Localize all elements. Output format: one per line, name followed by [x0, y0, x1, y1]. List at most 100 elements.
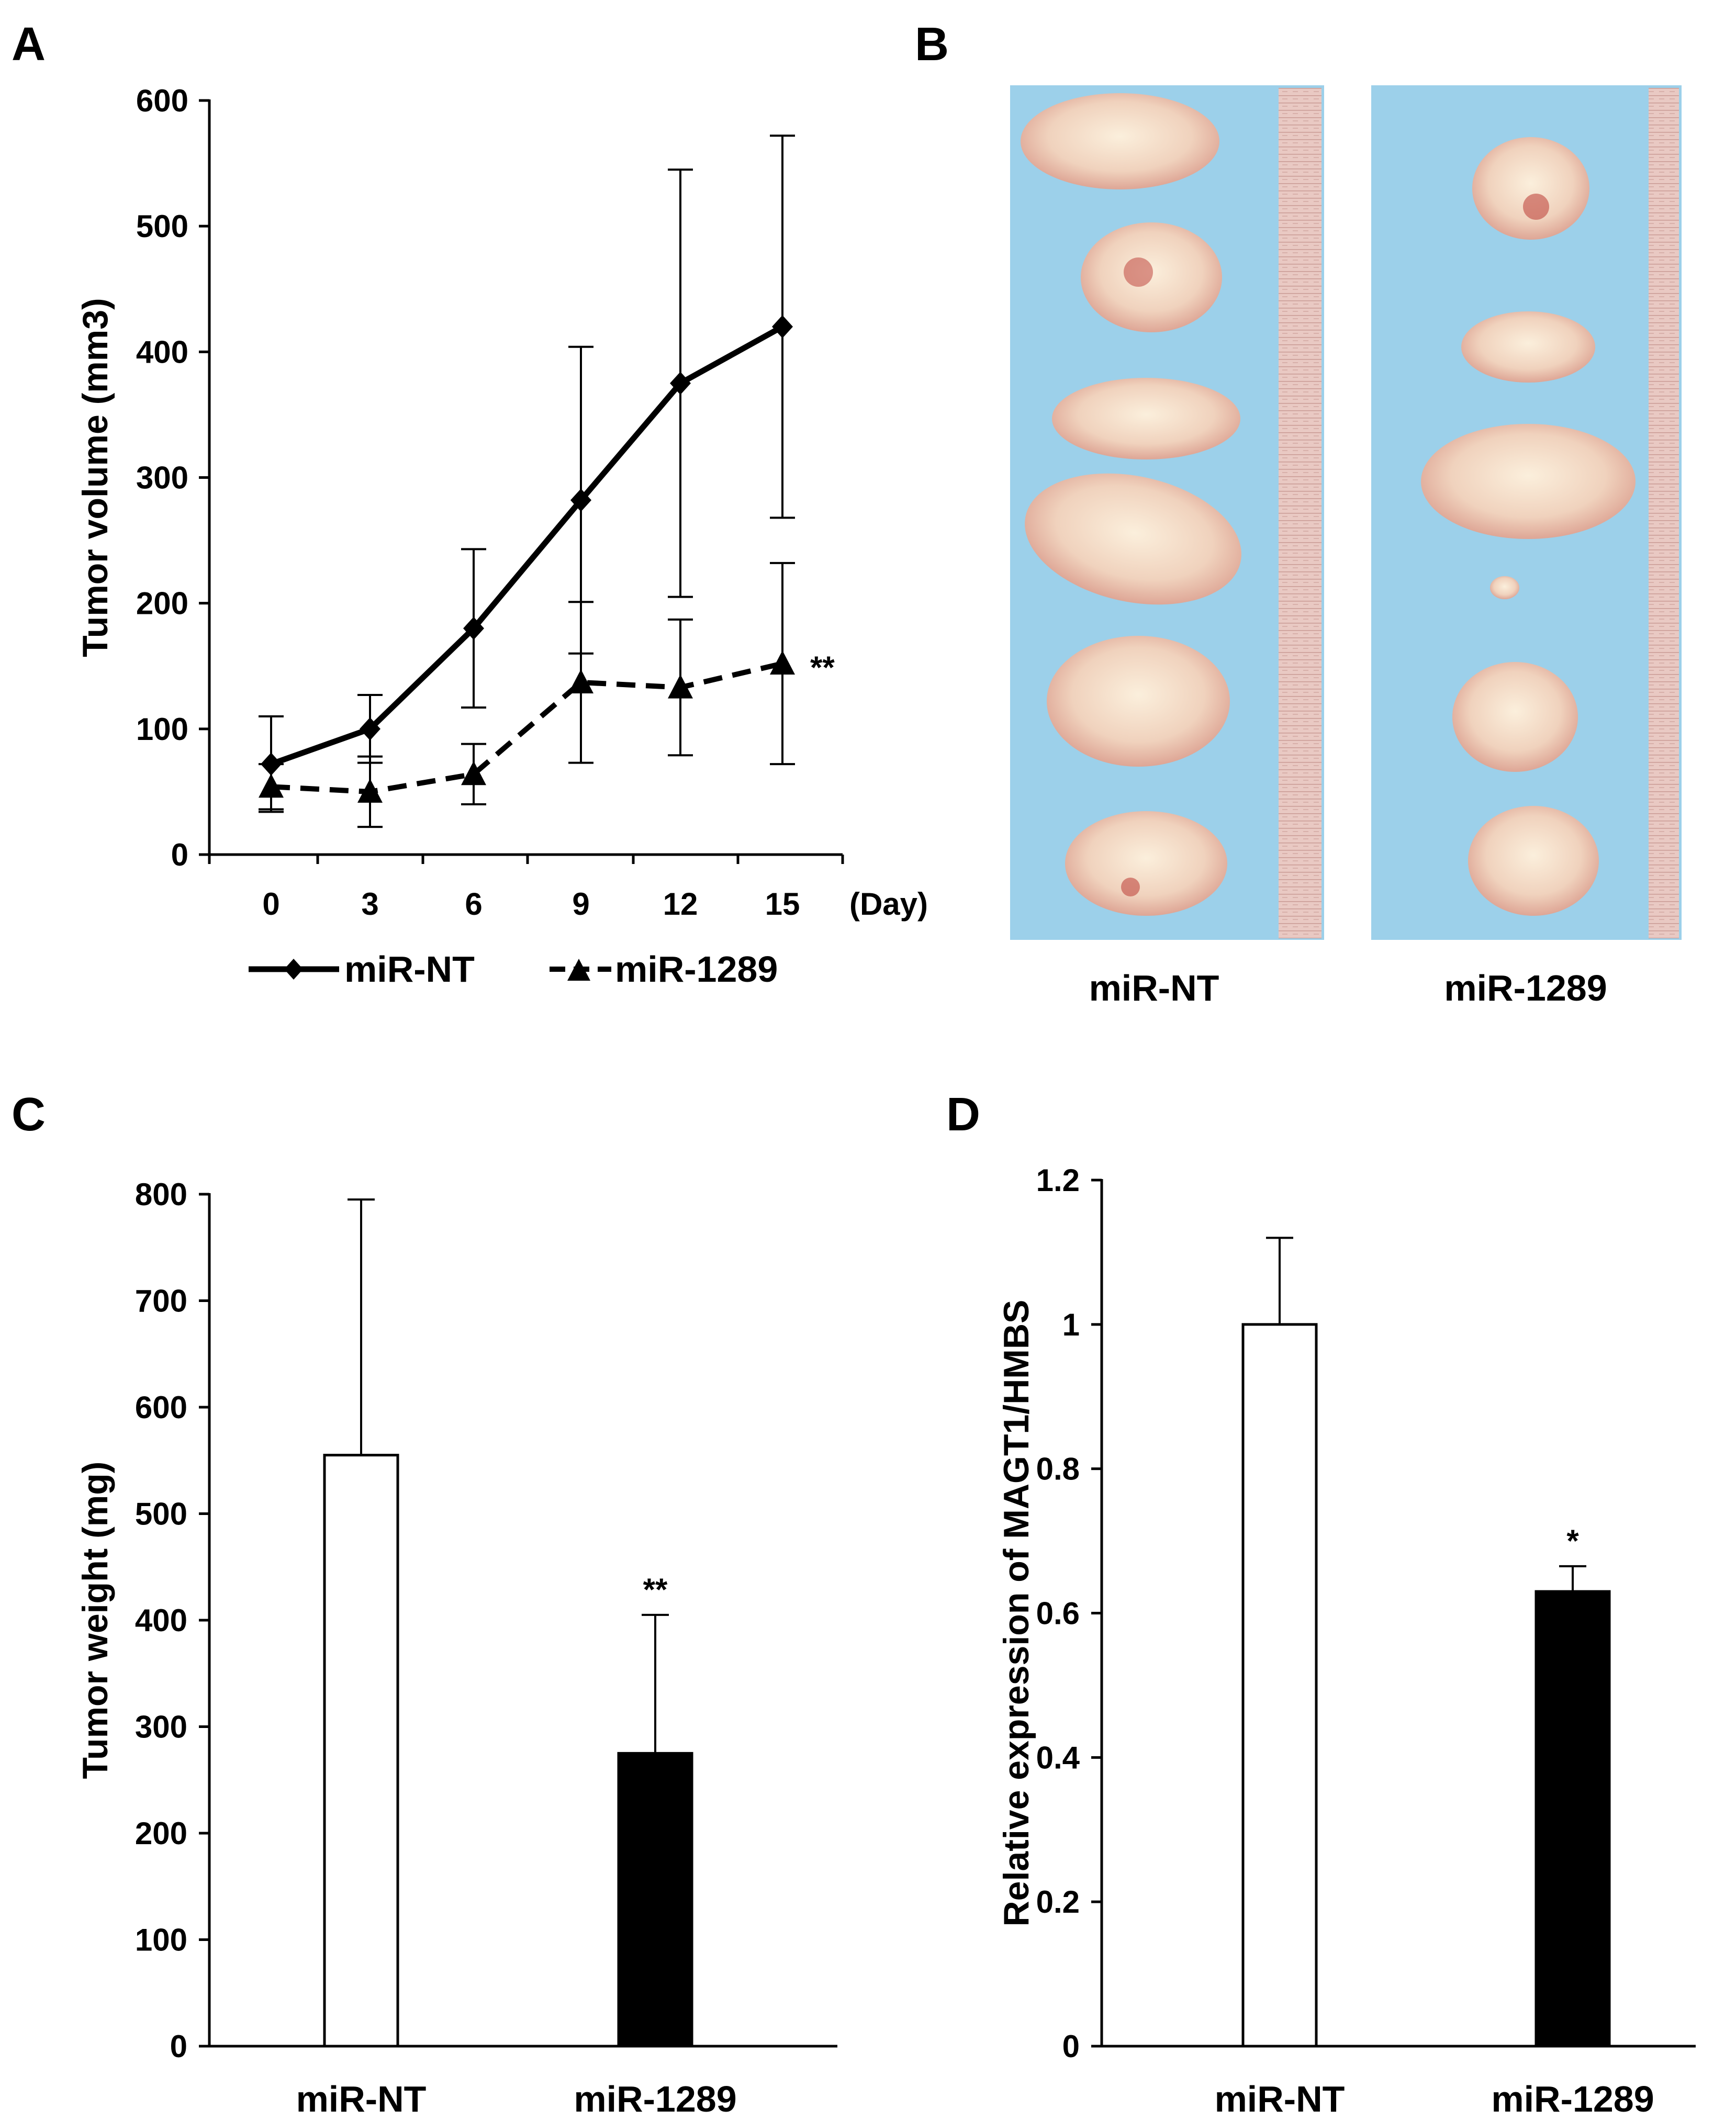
y-tick-label: 500 — [135, 1497, 187, 1532]
photo-mir-nt — [1010, 85, 1324, 940]
y-tick-label: 700 — [135, 1284, 187, 1319]
significance-label-mir-1289: * — [1566, 1523, 1579, 1558]
y-tick-label: 1 — [1062, 1307, 1080, 1342]
photo-label-mir-nt: miR-NT — [1089, 968, 1219, 1008]
chart-d-x-axis: miR-NT miR-1289 — [1215, 2079, 1654, 2119]
y-tick-label: 1.2 — [1036, 1163, 1080, 1198]
chart-c: 0 100 200 300 400 500 600 700 800 ** miR-NT miR-1… — [75, 1177, 837, 2119]
x-category-label: miR-1289 — [1491, 2079, 1654, 2119]
tumor-photos: miR-NT miR-1289 — [1010, 85, 1682, 1008]
point-mir-1289 — [357, 778, 383, 803]
point-mir-1289 — [568, 669, 593, 693]
chart-a-significance-label: ** — [810, 650, 835, 685]
point-mir-1289 — [770, 650, 795, 675]
x-tick-label: 15 — [765, 886, 800, 922]
point-mir-nt — [772, 315, 793, 339]
panel-letter-d: D — [946, 1088, 980, 1141]
chart-c-y-axis-title: Tumor weight (mg) — [75, 1462, 115, 1779]
chart-d-y-axis: 0 0.2 0.4 0.6 0.8 1 1.2 — [1036, 1163, 1696, 2064]
x-tick-label: 9 — [572, 886, 589, 922]
chart-c-y-axis: 0 100 200 300 400 500 600 700 800 — [135, 1177, 837, 2064]
x-tick-label: 6 — [465, 886, 482, 922]
tumor — [1421, 424, 1636, 539]
tumor — [1490, 576, 1519, 599]
y-tick-label: 600 — [136, 83, 188, 118]
y-tick-label: 300 — [136, 461, 188, 496]
bar-mir-nt — [1241, 1323, 1318, 2048]
chart-a-y-axis-title: Tumor volume (mm3) — [75, 298, 115, 657]
chart-c-x-axis: miR-NT miR-1289 — [296, 2079, 737, 2119]
legend-diamond-icon — [284, 959, 303, 980]
point-mir-nt — [261, 753, 282, 776]
y-tick-label: 0.8 — [1036, 1452, 1080, 1487]
y-tick-label: 0.2 — [1036, 1884, 1080, 1920]
chart-d-bars: * — [1241, 1237, 1611, 2048]
chart-a-error-bars — [259, 134, 795, 828]
tumor — [1468, 806, 1599, 916]
panel-letter-a: A — [12, 18, 46, 71]
tumor — [1452, 662, 1578, 772]
bar-mir-1289 — [617, 1752, 693, 2048]
tumor — [1025, 473, 1241, 605]
bar-mir-1289 — [1535, 1590, 1611, 2048]
y-tick-label: 100 — [135, 1923, 187, 1958]
tumor — [1472, 137, 1589, 240]
y-tick-label: 0.6 — [1036, 1596, 1080, 1631]
photo-mir-1289 — [1371, 85, 1682, 940]
chart-a-x-axis-title: (Day) — [849, 886, 928, 922]
point-mir-nt — [670, 372, 691, 395]
tumor — [1047, 636, 1230, 767]
y-tick-label: 500 — [136, 209, 188, 244]
photo-label-mir-1289: miR-1289 — [1444, 968, 1607, 1008]
y-tick-label: 200 — [135, 1816, 187, 1851]
x-tick-label: 12 — [663, 886, 698, 922]
chart-a-y-axis: 0 100 200 300 400 500 600 — [136, 83, 211, 872]
x-category-label: miR-NT — [296, 2079, 427, 2119]
y-tick-label: 600 — [135, 1390, 187, 1425]
tumor-blood-spot — [1124, 257, 1153, 287]
x-category-label: miR-1289 — [574, 2079, 736, 2119]
significance-label-mir-1289: ** — [643, 1572, 668, 1607]
tumor — [1052, 378, 1240, 459]
chart-d-y-axis-title: Relative expression of MAGT1/HMBS — [996, 1300, 1036, 1927]
chart-a-markers — [259, 315, 795, 803]
panel-letter-b: B — [915, 18, 949, 71]
point-mir-1289 — [259, 773, 284, 798]
y-tick-label: 300 — [135, 1710, 187, 1745]
ruler-mir-1289 — [1649, 88, 1679, 938]
x-tick-label: 0 — [262, 886, 279, 922]
point-mir-nt — [463, 616, 484, 640]
y-tick-label: 400 — [135, 1603, 187, 1638]
bar-mir-nt — [323, 1454, 399, 2048]
point-mir-1289 — [668, 674, 693, 699]
y-tick-label: 400 — [136, 334, 188, 369]
legend-label-mir-1289: miR-1289 — [615, 949, 778, 990]
tumor — [1461, 311, 1595, 383]
chart-a-legend: miR-NT miR-1289 — [249, 949, 778, 990]
y-tick-label: 0 — [170, 2029, 187, 2064]
chart-c-bars: ** — [323, 1198, 693, 2048]
legend-triangle-icon — [567, 959, 590, 981]
y-tick-label: 100 — [136, 712, 188, 747]
chart-a: 0 100 200 300 400 500 600 0 3 6 9 12 15 Tumor volum… — [75, 83, 928, 990]
tumor-blood-spot — [1121, 878, 1140, 896]
ruler-mir-nt — [1279, 88, 1321, 938]
y-tick-label: 800 — [135, 1177, 187, 1212]
tumor — [1021, 93, 1219, 189]
x-tick-label: 3 — [361, 886, 378, 922]
y-tick-label: 0 — [171, 837, 188, 872]
panel-letter-c: C — [12, 1088, 46, 1141]
point-mir-nt — [360, 717, 380, 740]
legend-label-mir-nt: miR-NT — [344, 949, 475, 990]
series-line-mir-nt — [270, 324, 784, 767]
y-tick-label: 200 — [136, 586, 188, 621]
y-tick-label: 0 — [1062, 2029, 1080, 2064]
x-category-label: miR-NT — [1215, 2079, 1345, 2119]
tumor-blood-spot — [1523, 194, 1549, 220]
point-mir-nt — [570, 488, 591, 512]
chart-d: 0 0.2 0.4 0.6 0.8 1 1.2 * miR-NT miR-1289 Relat… — [996, 1163, 1696, 2119]
y-tick-label: 0.4 — [1036, 1740, 1080, 1775]
chart-a-x-axis: 0 3 6 9 12 15 — [208, 853, 844, 922]
series-line-mir-1289 — [271, 661, 783, 794]
